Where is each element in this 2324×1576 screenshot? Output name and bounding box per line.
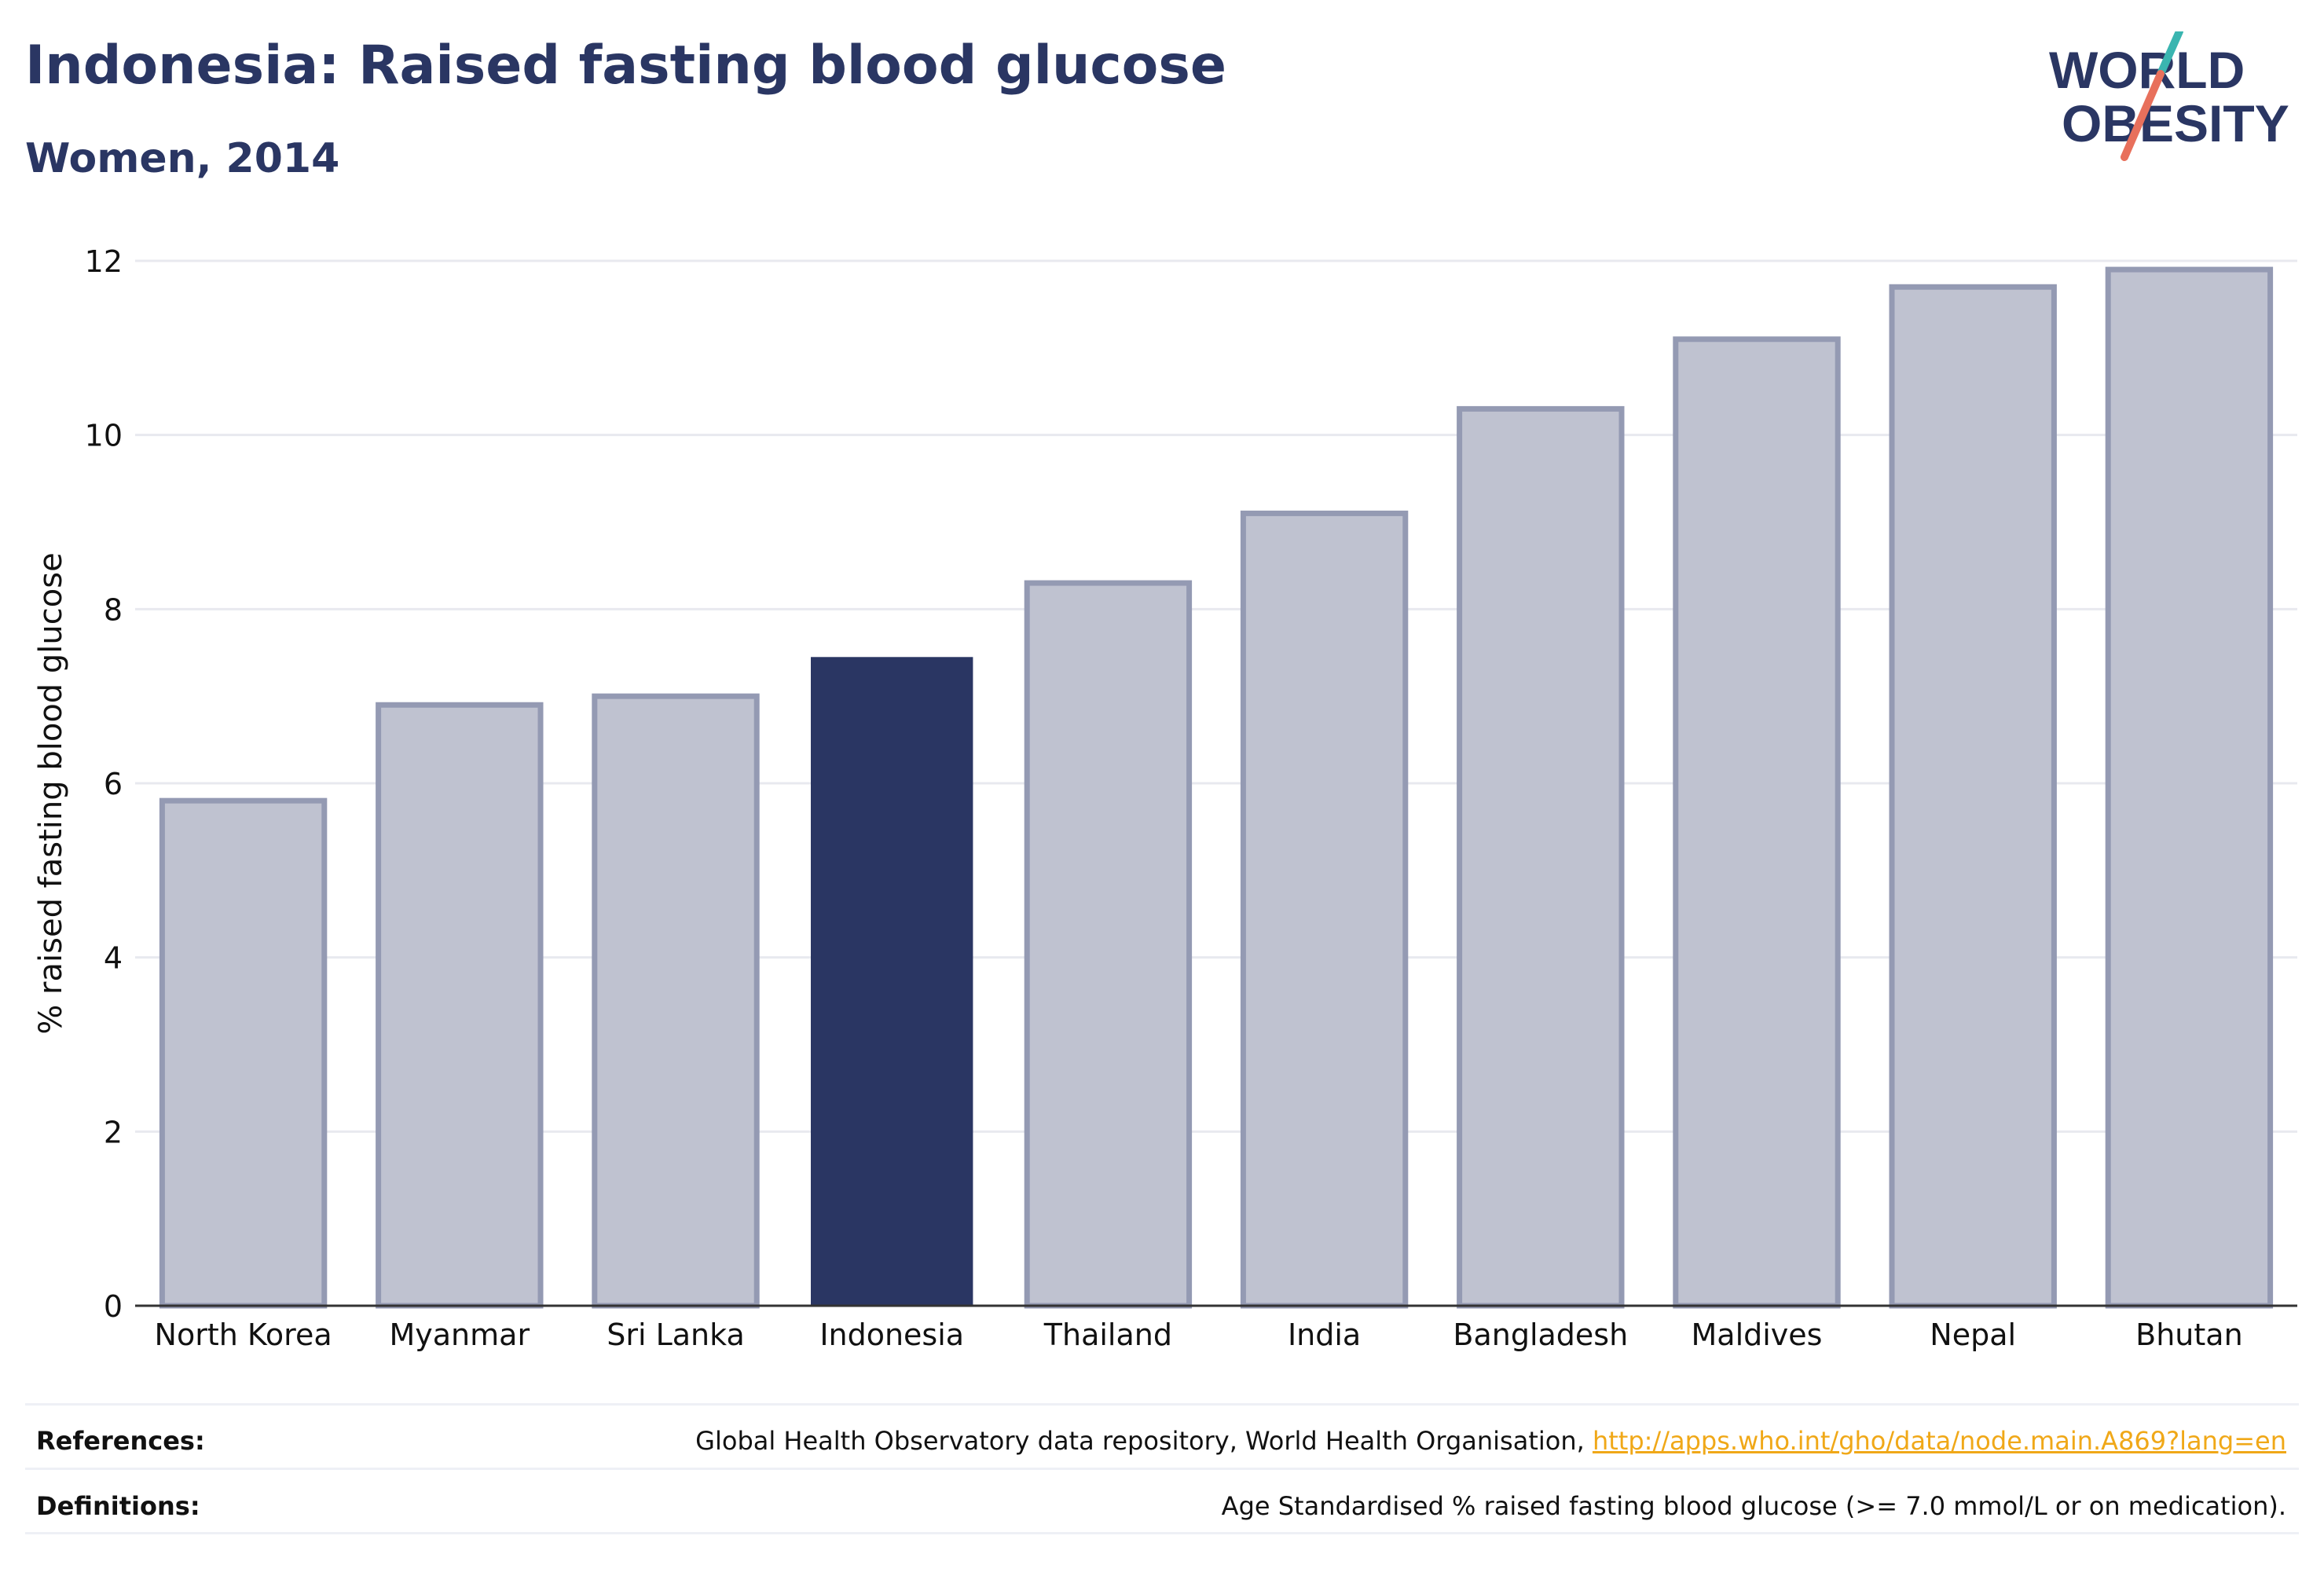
world-obesity-logo: WORLD OBESITY <box>2049 31 2289 161</box>
definitions-label: Definitions: <box>36 1491 200 1521</box>
footer-divider-middle <box>25 1468 2299 1470</box>
x-tick-label: India <box>1288 1318 1361 1352</box>
axis-layer: 0 2 4 6 8 10 12 North Korea Myanmar Sri Lanka Indo… <box>85 244 2297 1352</box>
bar-thailand <box>1024 580 1193 1309</box>
y-tick-label: 6 <box>104 767 123 801</box>
x-tick-label: Nepal <box>1930 1318 2016 1352</box>
y-tick-label: 0 <box>104 1289 123 1324</box>
logo-slash-coral <box>2121 70 2165 161</box>
definitions-text: Age Standardised % raised fasting blood … <box>1221 1491 2286 1521</box>
bar-myanmar <box>376 702 544 1309</box>
y-tick-label: 2 <box>104 1115 123 1149</box>
chart-title: Indonesia: Raised fasting blood glucose <box>25 35 1226 97</box>
bar-maldives <box>1673 336 1841 1309</box>
logo-slash-teal <box>2157 31 2183 78</box>
x-tick-label: North Korea <box>155 1318 332 1352</box>
logo-line-2: OBESITY <box>2062 94 2289 152</box>
bar-india <box>1240 510 1409 1309</box>
references-label: References: <box>36 1426 205 1456</box>
references-source: Global Health Observatory data repositor… <box>695 1426 1593 1456</box>
bar-north-korea <box>159 797 328 1309</box>
bar-bangladesh <box>1457 405 1625 1309</box>
bar-layer <box>159 266 2274 1309</box>
x-tick-label: Thailand <box>1043 1318 1172 1352</box>
y-tick-label: 10 <box>85 419 123 453</box>
x-tick-label: Bangladesh <box>1453 1318 1628 1352</box>
bar-nepal <box>1889 284 2057 1309</box>
y-axis-label: % raised fasting blood glucose <box>33 552 69 1034</box>
x-tick-label: Sri Lanka <box>607 1318 745 1352</box>
bar-indonesia <box>811 657 973 1306</box>
chart-subtitle: Women, 2014 <box>25 135 340 182</box>
x-tick-label: Maldives <box>1692 1318 1823 1352</box>
y-tick-label: 12 <box>85 244 123 279</box>
bar-chart: 0 2 4 6 8 10 12 North Korea Myanmar Sri Lanka Indo… <box>33 244 2297 1352</box>
bar-sri-lanka <box>592 693 760 1309</box>
references-text: Global Health Observatory data repositor… <box>695 1426 2286 1456</box>
footer-divider-bottom <box>25 1532 2299 1534</box>
bar-bhutan <box>2105 266 2274 1309</box>
footer-divider-top <box>25 1403 2299 1406</box>
x-tick-label: Bhutan <box>2135 1318 2243 1352</box>
y-tick-label: 8 <box>104 592 123 627</box>
x-tick-label: Myanmar <box>390 1318 530 1352</box>
y-tick-label: 4 <box>104 941 123 976</box>
references-link[interactable]: http://apps.who.int/gho/data/node.main.A… <box>1592 1426 2286 1456</box>
logo-line-1: WORLD <box>2049 41 2245 99</box>
x-tick-label: Indonesia <box>819 1318 964 1352</box>
